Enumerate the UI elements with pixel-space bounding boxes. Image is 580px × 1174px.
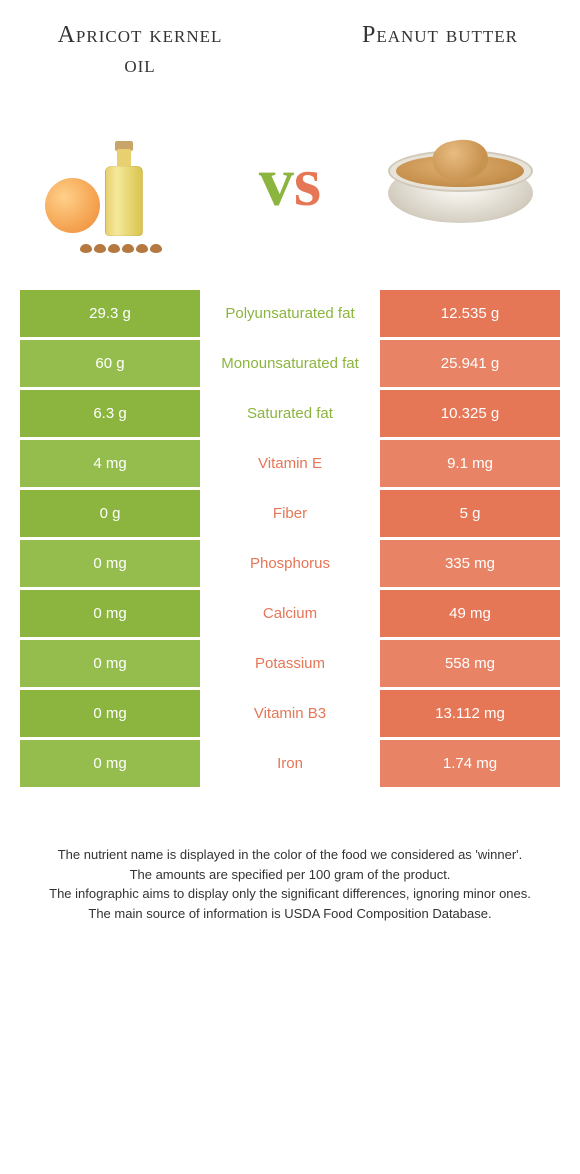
nutrient-label: Monounsaturated fat xyxy=(200,340,380,387)
right-title: Peanut butter xyxy=(340,20,540,80)
footer-notes: The nutrient name is displayed in the co… xyxy=(0,790,580,923)
vs-label: vs xyxy=(259,143,321,223)
header: Apricot kernel oil Peanut butter xyxy=(0,0,580,90)
nutrient-label: Fiber xyxy=(200,490,380,537)
right-value: 49 mg xyxy=(380,590,560,637)
left-value: 0 mg xyxy=(20,640,200,687)
left-value: 0 mg xyxy=(20,690,200,737)
left-value: 0 mg xyxy=(20,740,200,787)
right-value: 1.74 mg xyxy=(380,740,560,787)
nutrient-label: Vitamin E xyxy=(200,440,380,487)
left-value: 4 mg xyxy=(20,440,200,487)
vs-v: v xyxy=(259,143,294,223)
nutrient-label: Polyunsaturated fat xyxy=(200,290,380,337)
left-value: 0 mg xyxy=(20,590,200,637)
table-row: 0 mgPhosphorus335 mg xyxy=(20,540,560,587)
left-value: 60 g xyxy=(20,340,200,387)
left-title: Apricot kernel oil xyxy=(40,20,240,80)
right-value: 10.325 g xyxy=(380,390,560,437)
right-value: 25.941 g xyxy=(380,340,560,387)
nutrient-label: Iron xyxy=(200,740,380,787)
vs-s: s xyxy=(294,143,321,223)
table-row: 0 mgPotassium558 mg xyxy=(20,640,560,687)
right-value: 13.112 mg xyxy=(380,690,560,737)
nutrient-label: Potassium xyxy=(200,640,380,687)
nutrient-label: Phosphorus xyxy=(200,540,380,587)
images-row: vs xyxy=(0,90,580,290)
comparison-table: 29.3 gPolyunsaturated fat12.535 g60 gMon… xyxy=(20,290,560,787)
apricot-oil-image xyxy=(35,103,205,263)
right-value: 335 mg xyxy=(380,540,560,587)
nutrient-label: Vitamin B3 xyxy=(200,690,380,737)
table-row: 0 gFiber5 g xyxy=(20,490,560,537)
footer-line: The main source of information is USDA F… xyxy=(30,904,550,924)
peanut-butter-image xyxy=(375,103,545,263)
right-value: 9.1 mg xyxy=(380,440,560,487)
right-value: 5 g xyxy=(380,490,560,537)
left-value: 6.3 g xyxy=(20,390,200,437)
left-value: 0 g xyxy=(20,490,200,537)
nutrient-label: Calcium xyxy=(200,590,380,637)
footer-line: The amounts are specified per 100 gram o… xyxy=(30,865,550,885)
table-row: 60 gMonounsaturated fat25.941 g xyxy=(20,340,560,387)
table-row: 4 mgVitamin E9.1 mg xyxy=(20,440,560,487)
table-row: 0 mgVitamin B313.112 mg xyxy=(20,690,560,737)
nutrient-label: Saturated fat xyxy=(200,390,380,437)
right-value: 12.535 g xyxy=(380,290,560,337)
right-value: 558 mg xyxy=(380,640,560,687)
table-row: 6.3 gSaturated fat10.325 g xyxy=(20,390,560,437)
table-row: 29.3 gPolyunsaturated fat12.535 g xyxy=(20,290,560,337)
left-value: 29.3 g xyxy=(20,290,200,337)
left-value: 0 mg xyxy=(20,540,200,587)
table-row: 0 mgIron1.74 mg xyxy=(20,740,560,787)
footer-line: The nutrient name is displayed in the co… xyxy=(30,845,550,865)
footer-line: The infographic aims to display only the… xyxy=(30,884,550,904)
table-row: 0 mgCalcium49 mg xyxy=(20,590,560,637)
